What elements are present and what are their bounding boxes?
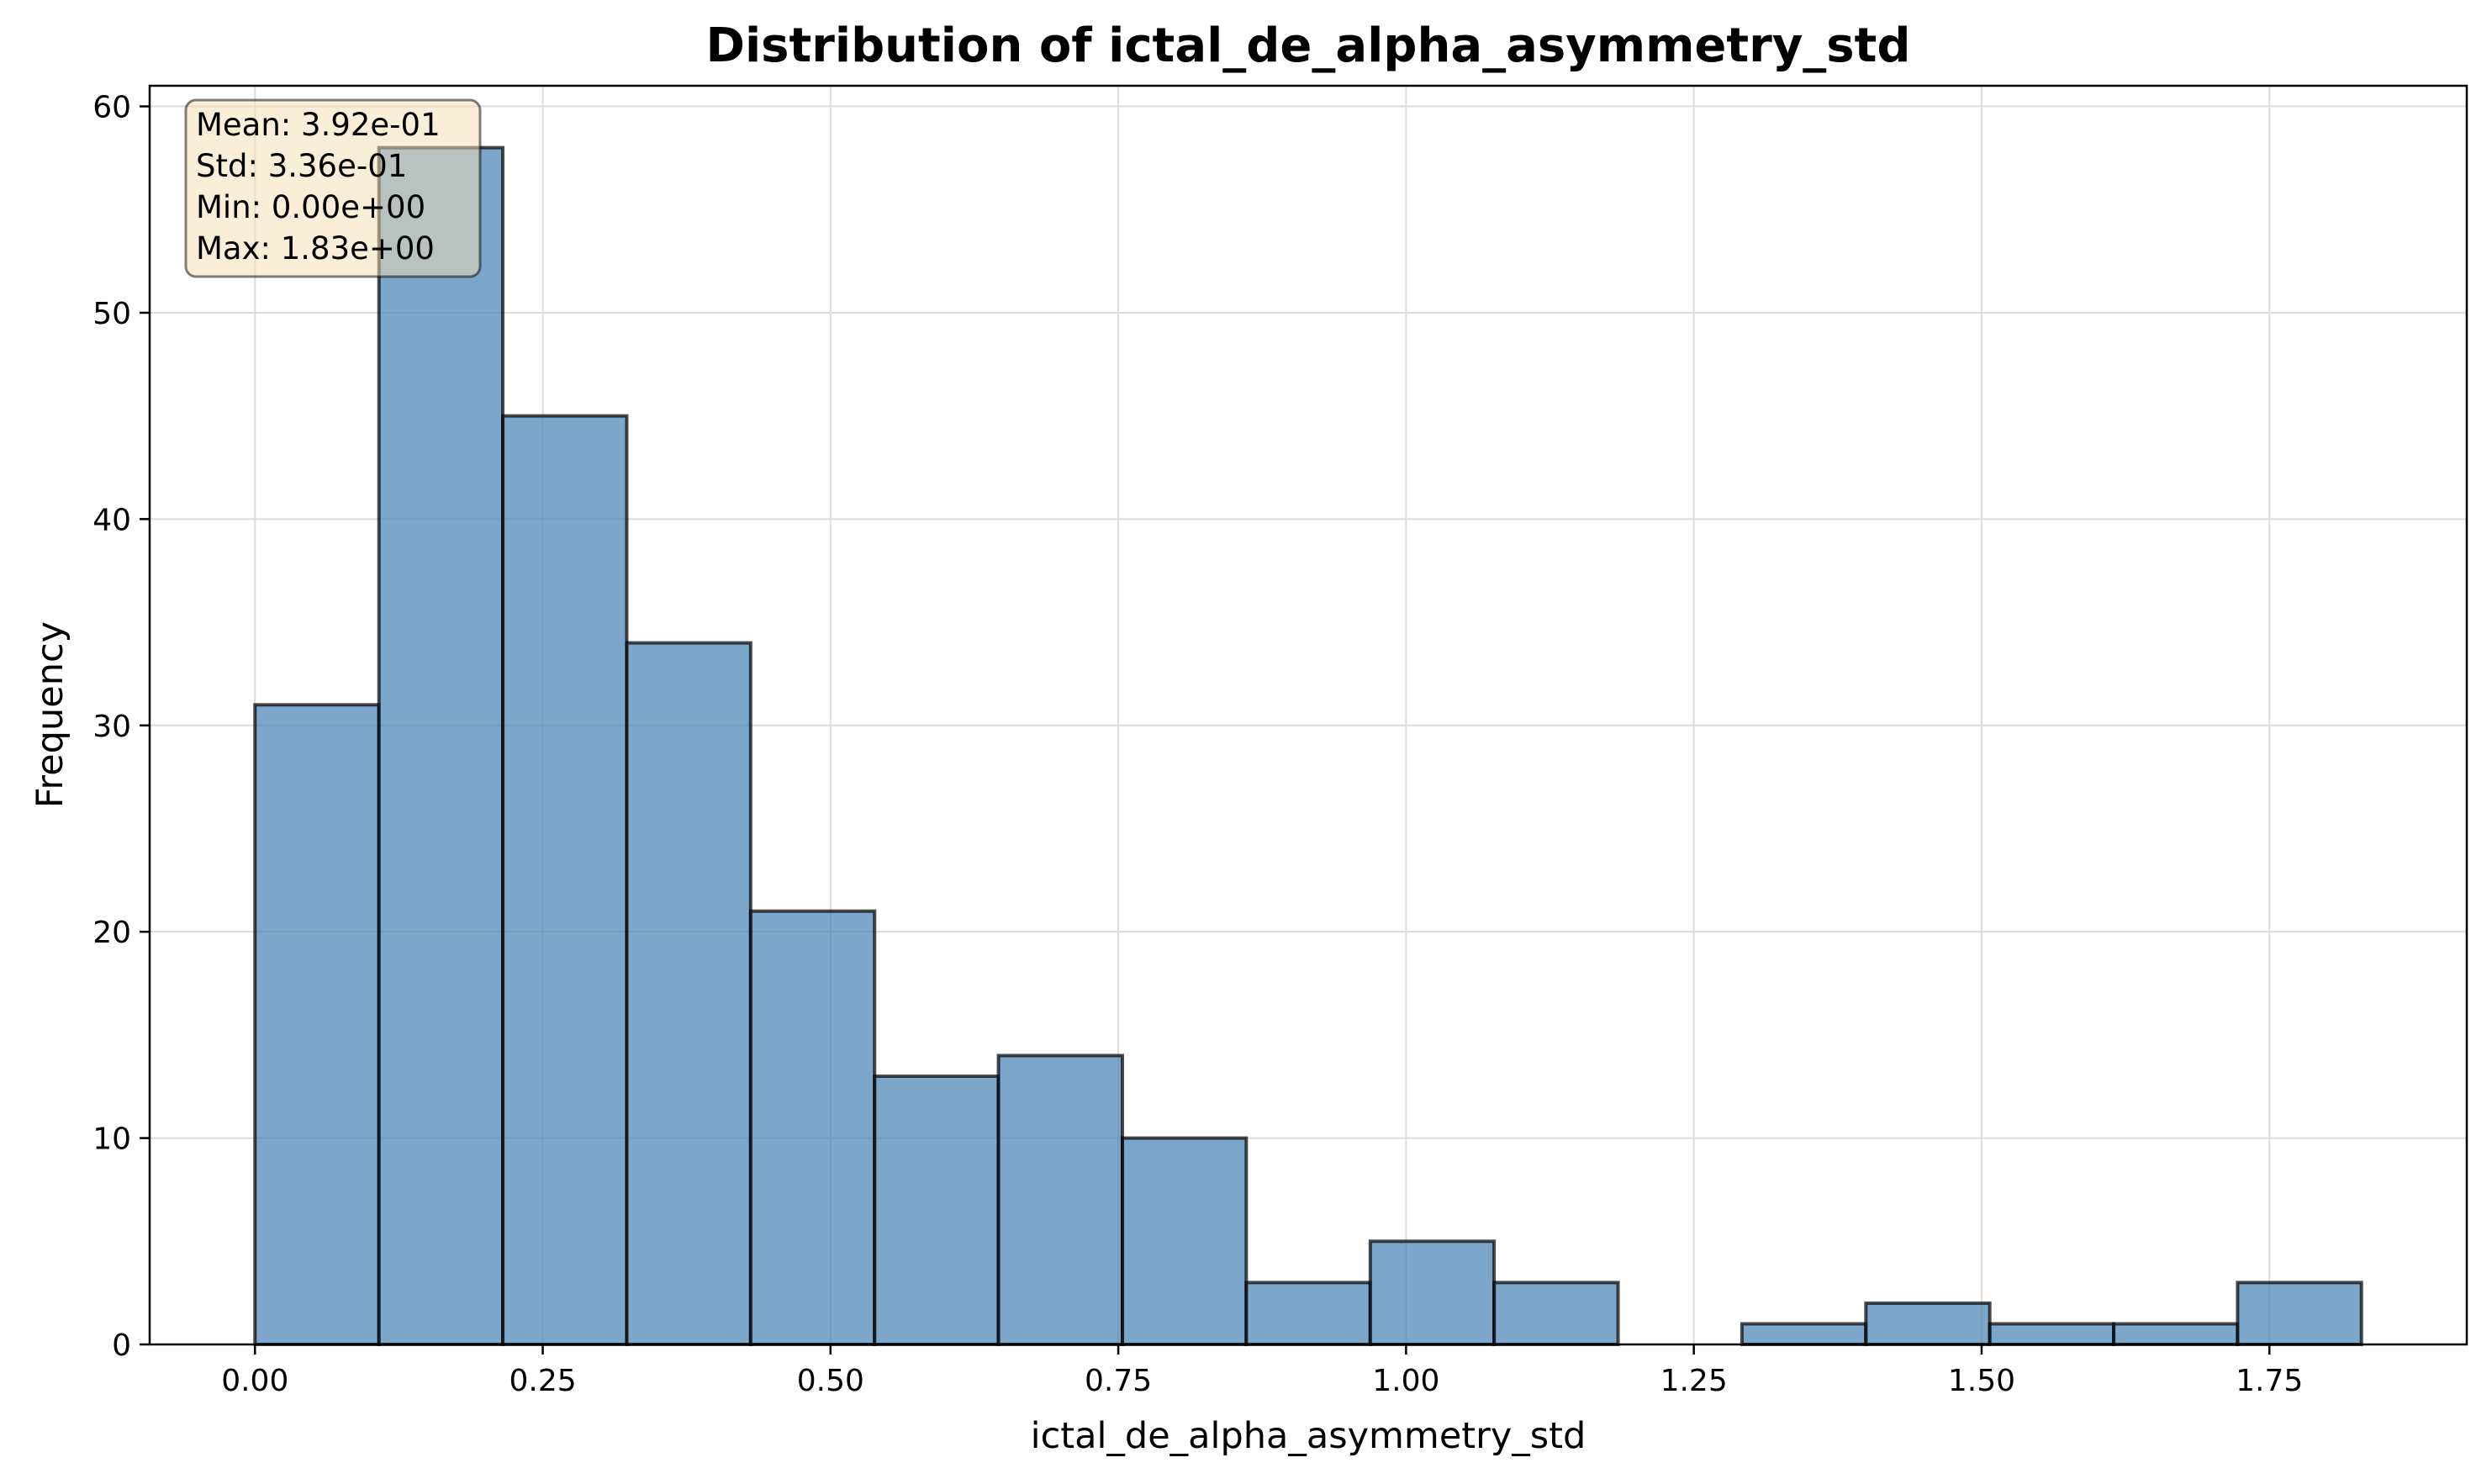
histogram-bar <box>1492 1281 1620 1347</box>
y-axis-label: Frequency <box>29 621 71 808</box>
histogram-bar <box>2112 1322 2240 1346</box>
x-tick-label: 1.75 <box>2236 1364 2303 1398</box>
histogram-bar <box>1368 1239 1497 1346</box>
x-tick-label: 0.75 <box>1085 1364 1152 1398</box>
y-tick-label: 10 <box>92 1122 131 1157</box>
histogram-bar <box>2236 1281 2363 1347</box>
histogram-bar <box>873 1074 1000 1346</box>
x-tick-label: 0.00 <box>221 1364 288 1398</box>
histogram-bar <box>377 145 505 1347</box>
y-tick-label: 30 <box>92 710 131 744</box>
x-tick-label: 0.25 <box>509 1364 576 1398</box>
histogram-bar <box>1864 1301 1992 1347</box>
histogram-bar <box>996 1054 1125 1347</box>
histogram-bar <box>501 414 629 1346</box>
stats-min: Min: 0.00e+00 <box>196 189 425 225</box>
histogram-bar <box>748 909 877 1347</box>
chart-title: Distribution of ictal_de_alpha_asymmetry… <box>705 18 1910 73</box>
histogram-bar <box>625 641 752 1346</box>
y-tick-label: 40 <box>92 503 131 537</box>
stats-std: Std: 3.36e-01 <box>196 148 407 184</box>
y-tick-label: 60 <box>92 91 131 125</box>
stats-max: Max: 1.83e+00 <box>196 230 435 267</box>
stats-mean: Mean: 3.92e-01 <box>196 107 441 143</box>
y-tick-label: 50 <box>92 297 131 331</box>
x-tick-label: 0.50 <box>797 1364 864 1398</box>
y-tick-label: 20 <box>92 916 131 950</box>
plot-frame <box>148 84 2468 1346</box>
x-axis-label: ictal_de_alpha_asymmetry_std <box>1031 1415 1587 1457</box>
x-axis-ticks: 0.00 0.25 0.50 0.75 1.00 1.25 1.50 1.75 <box>221 1344 2303 1398</box>
stats-box: Mean: 3.92e-01 Std: 3.36e-01 Min: 0.00e+… <box>184 98 482 278</box>
histogram-bar <box>1740 1322 1868 1346</box>
histogram-bar <box>1121 1136 1249 1347</box>
y-axis-ticks: 0 10 20 30 40 50 60 <box>92 91 150 1363</box>
x-tick-label: 1.00 <box>1372 1364 1439 1398</box>
y-tick-label: 0 <box>112 1328 131 1363</box>
histogram-bar <box>1988 1322 2116 1346</box>
x-tick-label: 1.50 <box>1948 1364 2015 1398</box>
histogram-bar <box>1244 1281 1372 1347</box>
histogram-bars <box>253 145 2363 1347</box>
histogram-bar <box>253 703 381 1346</box>
stats-box-background <box>184 98 482 278</box>
x-tick-label: 1.25 <box>1660 1364 1728 1398</box>
